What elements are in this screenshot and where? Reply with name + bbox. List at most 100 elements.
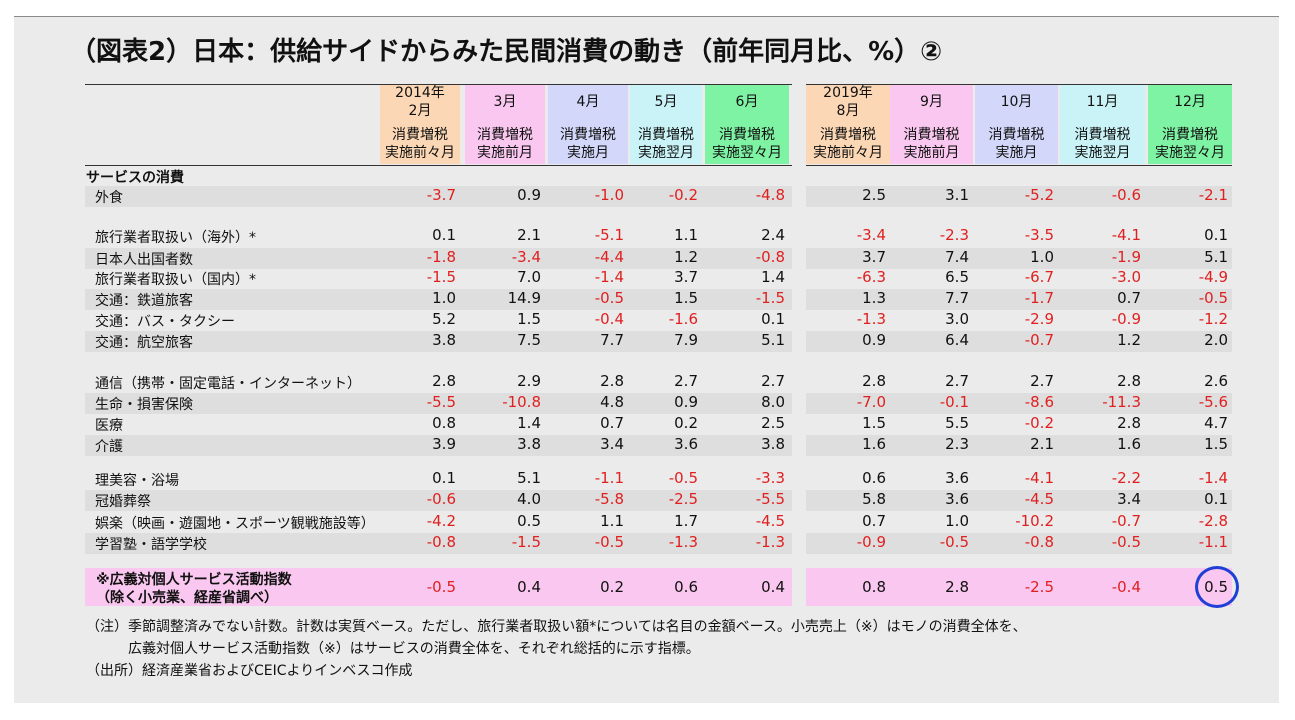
value-cell: -1.5 — [755, 289, 785, 307]
value-cell: 2.7 — [761, 372, 785, 390]
column-header: 2019年 8月 消費増税 実施前々月 — [806, 84, 890, 164]
value-cell: 2.4 — [761, 226, 785, 244]
summary-value: 0.6 — [674, 578, 698, 596]
value-cell: 0.9 — [862, 331, 886, 349]
value-cell: -3.4 — [856, 226, 886, 244]
value-cell: 3.4 — [600, 435, 624, 453]
value-cell: 7.7 — [600, 331, 624, 349]
value-cell: -0.8 — [1024, 533, 1054, 551]
value-cell: -1.2 — [1198, 310, 1228, 328]
value-cell: -4.5 — [1024, 490, 1054, 508]
value-cell: -2.2 — [1111, 469, 1141, 487]
value-cell: 4.8 — [600, 393, 624, 411]
summary-highlight-left — [85, 568, 792, 606]
column-subtitle: 消費増税 実施翌月 — [1074, 127, 1131, 161]
value-cell: 3.7 — [674, 268, 698, 286]
value-cell: 1.5 — [1204, 435, 1228, 453]
row-band — [85, 393, 792, 414]
value-cell: -4.8 — [755, 186, 785, 204]
source-line: （出所）経済産業省およびCEICよりインベスコ作成 — [86, 663, 413, 679]
value-cell: 1.6 — [862, 435, 886, 453]
row-band — [806, 533, 1232, 554]
value-cell: -0.9 — [856, 533, 886, 551]
value-cell: 1.0 — [432, 289, 456, 307]
column-header: 6月 消費増税 実施翌々月 — [705, 84, 789, 164]
value-cell: -2.1 — [1198, 186, 1228, 204]
value-cell: -5.6 — [1198, 393, 1228, 411]
note-line-2: 広義対個人サービス活動指数（※）はサービスの消費全体を、それぞれ総括的に示す指標… — [128, 641, 700, 657]
value-cell: -0.7 — [1111, 512, 1141, 530]
value-cell: -6.3 — [856, 268, 886, 286]
value-cell: 2.8 — [862, 372, 886, 390]
value-cell: 0.2 — [674, 414, 698, 432]
row-label: 外食 — [95, 190, 123, 206]
summary-value: 0.2 — [600, 578, 624, 596]
row-band — [85, 435, 792, 456]
value-cell: -2.8 — [1198, 512, 1228, 530]
value-cell: -1.9 — [1111, 248, 1141, 266]
row-label: 娯楽（映画・遊園地・スポーツ観戦施設等） — [95, 516, 375, 532]
value-cell: 2.8 — [1117, 414, 1141, 432]
row-band — [806, 435, 1232, 456]
column-month: 2014年 2月 — [395, 85, 445, 119]
value-cell: -4.1 — [1024, 469, 1054, 487]
highlight-circle — [1195, 566, 1239, 608]
value-cell: 5.1 — [1204, 248, 1228, 266]
value-cell: 8.0 — [761, 393, 785, 411]
row-band — [806, 289, 1232, 310]
top-rule — [14, 16, 1279, 17]
value-cell: -8.6 — [1024, 393, 1054, 411]
header-rule-bottom — [806, 165, 1232, 166]
value-cell: 0.1 — [1204, 226, 1228, 244]
note-line-1: （注）季節調整済みでない計数。計数は実質ベース。ただし、旅行業者取扱い額*につい… — [86, 619, 1027, 635]
value-cell: 6.4 — [945, 331, 969, 349]
value-cell: -3.4 — [511, 248, 541, 266]
row-band — [806, 186, 1232, 207]
summary-value: 2.8 — [945, 578, 969, 596]
value-cell: 7.5 — [517, 331, 541, 349]
value-cell: 3.6 — [945, 469, 969, 487]
value-cell: 3.9 — [432, 435, 456, 453]
column-header: 3月 消費増税 実施前月 — [465, 84, 545, 164]
row-label: 交通：航空旅客 — [95, 335, 193, 351]
value-cell: 2.0 — [1204, 331, 1228, 349]
value-cell: 2.5 — [761, 414, 785, 432]
value-cell: 0.1 — [432, 226, 456, 244]
summary-label-line2: （除く小売業、経産省調べ） — [96, 590, 278, 606]
value-cell: 1.2 — [674, 248, 698, 266]
value-cell: -0.1 — [939, 393, 969, 411]
value-cell: 5.2 — [432, 310, 456, 328]
value-cell: 3.8 — [761, 435, 785, 453]
value-cell: 3.1 — [945, 186, 969, 204]
header-rule-top — [85, 84, 792, 85]
value-cell: -4.4 — [594, 248, 624, 266]
value-cell: 1.2 — [1117, 331, 1141, 349]
row-band — [85, 533, 792, 554]
value-cell: 0.8 — [432, 414, 456, 432]
value-cell: -0.7 — [1024, 331, 1054, 349]
column-subtitle: 消費増税 実施月 — [560, 127, 616, 161]
value-cell: -7.0 — [856, 393, 886, 411]
value-cell: -10.2 — [1015, 512, 1054, 530]
row-band — [806, 248, 1232, 269]
column-subtitle: 消費増税 実施月 — [988, 127, 1045, 161]
column-header: 10月 消費増税 実施月 — [975, 84, 1058, 164]
value-cell: -5.1 — [594, 226, 624, 244]
value-cell: 1.4 — [761, 268, 785, 286]
header-rule-bottom — [85, 165, 792, 166]
column-header: 2014年 2月 消費増税 実施前々月 — [380, 84, 460, 164]
value-cell: 0.6 — [862, 469, 886, 487]
column-subtitle: 消費増税 実施翌々月 — [712, 127, 782, 161]
value-cell: 0.1 — [1204, 490, 1228, 508]
value-cell: 1.1 — [674, 226, 698, 244]
value-cell: 0.5 — [517, 512, 541, 530]
value-cell: 0.9 — [517, 186, 541, 204]
summary-value: 0.4 — [517, 578, 541, 596]
value-cell: 3.6 — [945, 490, 969, 508]
value-cell: -11.3 — [1102, 393, 1141, 411]
summary-value: 0.8 — [862, 578, 886, 596]
column-subtitle: 消費増税 実施前々月 — [385, 127, 455, 161]
column-header: 12月 消費増税 実施翌々月 — [1148, 84, 1232, 164]
row-label: 理美容・浴場 — [95, 473, 179, 489]
value-cell: -5.8 — [594, 490, 624, 508]
